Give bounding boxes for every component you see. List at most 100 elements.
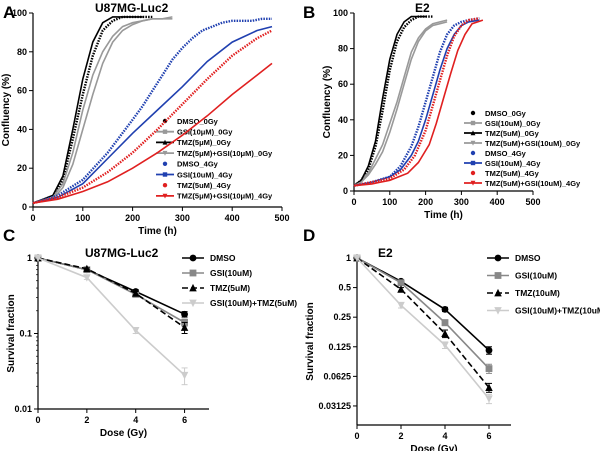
legend-label: DMSO_0Gy xyxy=(177,117,219,126)
legend-marker xyxy=(494,288,502,297)
panel-letter-a: A xyxy=(3,3,15,22)
panel-letter-b: B xyxy=(303,3,315,22)
y-tick-label: 0.03125 xyxy=(318,401,351,411)
legend-label: TMZ(5uM)_0Gy xyxy=(485,129,540,138)
data-point xyxy=(485,346,493,354)
x-tick-label: 0 xyxy=(354,431,359,441)
series-line xyxy=(32,16,143,204)
data-point xyxy=(441,305,449,313)
legend-label: TMZ(10uM) xyxy=(515,288,560,298)
x-axis-label: Dose (Gy) xyxy=(100,428,147,439)
series-1 xyxy=(353,254,493,374)
legend-marker xyxy=(189,254,197,262)
x-tick-label: 500 xyxy=(274,213,289,223)
data-point xyxy=(181,310,188,318)
series-line xyxy=(356,257,490,400)
data-point xyxy=(180,323,189,331)
series-line xyxy=(32,62,273,204)
y-tick-label: 1 xyxy=(27,253,32,263)
series-line xyxy=(353,21,448,187)
y-tick-label: 0.25 xyxy=(333,312,351,322)
series-0 xyxy=(34,254,188,318)
y-tick-label: 100 xyxy=(12,8,27,18)
legend-entry-2: TMZ(10uM) xyxy=(487,288,560,298)
chart-a: U87MG-Luc2 0 100 200 300 400 500 0 20 40 60 80 100 Ti… xyxy=(1,1,290,237)
data-point xyxy=(485,365,493,372)
legend-entry-1: GSI(10μM)_0Gy xyxy=(156,128,233,137)
y-tick-label: 80 xyxy=(17,47,27,57)
series-line xyxy=(353,15,433,187)
x-tick-label: 4 xyxy=(133,415,138,425)
data-point xyxy=(397,279,405,287)
y-tick-label: 80 xyxy=(338,44,348,54)
y-tick-label: 0 xyxy=(343,186,348,196)
x-tick-label: 300 xyxy=(175,213,190,223)
legend-marker xyxy=(470,140,476,146)
legend-entry-3: TMZ(5μM)+GSI(10μM)_0Gy xyxy=(156,149,273,158)
series-2 xyxy=(34,253,189,334)
x-tick-label: 0 xyxy=(35,415,40,425)
legend-label: DMSO_4Gy xyxy=(177,160,219,169)
y-tick-label: 40 xyxy=(17,124,27,134)
legend-label: GSI(10uM)+TMZ(5uM) xyxy=(210,298,297,308)
x-tick-label: 400 xyxy=(225,213,240,223)
x-axis-label: Time (h) xyxy=(424,210,463,221)
legend-entry-0: DMSO xyxy=(487,253,541,263)
legend-marker xyxy=(494,307,502,315)
panel-letter-d: D xyxy=(303,226,315,245)
chart-title: E2 xyxy=(415,1,430,15)
x-tick-label: 400 xyxy=(490,197,505,207)
series-line xyxy=(37,257,185,324)
series-2 xyxy=(353,15,426,187)
x-tick-label: 200 xyxy=(125,213,140,223)
x-tick-label: 2 xyxy=(84,415,89,425)
legend-marker xyxy=(494,254,502,262)
legend-label: DMSO xyxy=(210,253,236,263)
y-tick-label: 0.0625 xyxy=(323,371,351,381)
legend-marker xyxy=(162,172,168,177)
series-line xyxy=(353,15,426,187)
legend-entry-2: TMZ(5uM) xyxy=(182,283,250,293)
legend-marker xyxy=(189,299,197,308)
legend-entry-1: GSI(10uM) xyxy=(487,271,557,281)
legend-marker xyxy=(162,193,168,199)
legend-marker xyxy=(470,110,476,116)
chart-title: U87MG-Luc2 xyxy=(85,246,159,260)
y-tick-label: 60 xyxy=(17,86,27,96)
legend-marker xyxy=(470,180,476,186)
legend-entry-0: DMSO xyxy=(182,253,236,263)
legend-marker xyxy=(162,161,168,166)
data-point xyxy=(83,264,91,273)
legend-label: TMZ(5μM)_0Gy xyxy=(177,138,232,147)
legend-entry-5: GSI(10uM)_4Gy xyxy=(464,159,541,168)
legend-label: GSI(10μM)_0Gy xyxy=(177,128,233,137)
series-2 xyxy=(353,253,493,393)
y-tick-label: 100 xyxy=(333,8,348,18)
data-point xyxy=(131,326,140,335)
legend-marker xyxy=(162,150,168,156)
chart-b: E2 0 100 200 300 400 500 0 20 40 60 80 100 Time (h) Co… xyxy=(322,1,581,221)
series-5 xyxy=(32,25,273,204)
data-point xyxy=(397,301,405,310)
y-tick-label: 20 xyxy=(17,163,27,173)
legend-label: GSI(10uM)_0Gy xyxy=(485,119,541,128)
legend-entry-4: DMSO_4Gy xyxy=(470,149,527,158)
y-tick-label: 0.01 xyxy=(14,404,32,414)
legend-marker xyxy=(162,129,168,134)
series-1 xyxy=(353,19,448,187)
legend-entry-0: DMSO_0Gy xyxy=(470,109,527,118)
series-line xyxy=(32,29,273,205)
x-tick-label: 2 xyxy=(398,431,403,441)
data-point xyxy=(180,371,189,380)
legend-label: TMZ(5uM)_4Gy xyxy=(485,169,540,178)
chart-title: E2 xyxy=(378,246,393,260)
legend-label: GSI(10uM) xyxy=(515,271,557,281)
legend-entry-5: GSI(10uM)_4Gy xyxy=(156,170,233,179)
chart-c: U87MG-Luc2 0 2 4 6 0.01 0.1 1 Dose (Gy) Survival … xyxy=(6,246,297,439)
y-tick-label: 40 xyxy=(338,115,348,125)
series-line xyxy=(32,17,173,204)
data-point xyxy=(353,254,361,263)
series-line xyxy=(356,257,490,370)
y-tick-label: 0.5 xyxy=(338,283,351,293)
y-tick-label: 1 xyxy=(346,253,351,263)
